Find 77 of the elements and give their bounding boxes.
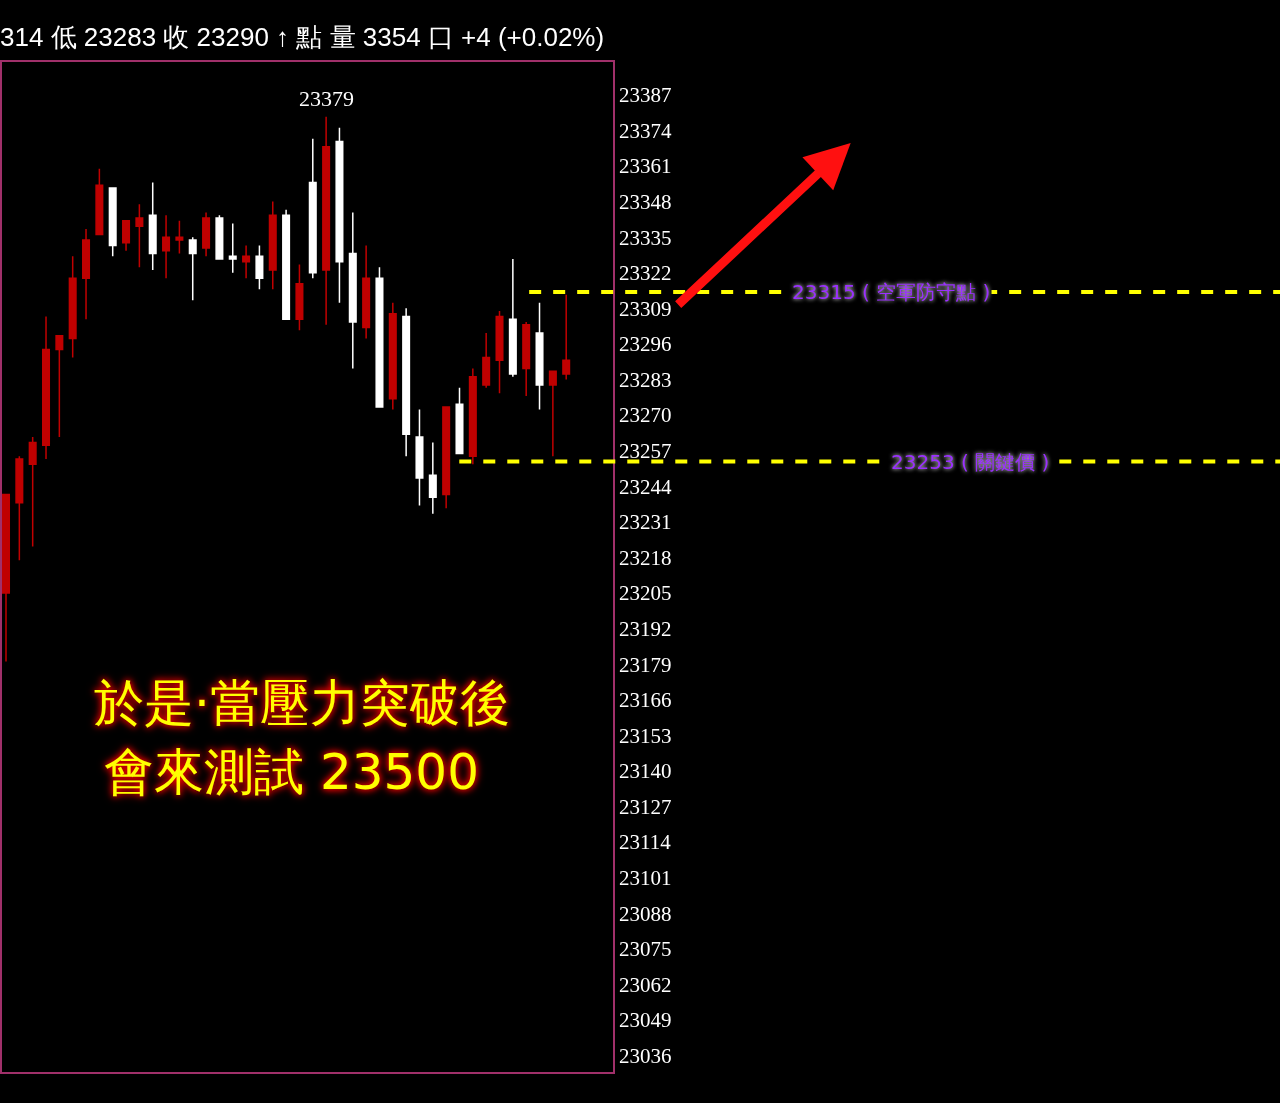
- candlestick: [242, 244, 251, 279]
- candlestick: [308, 137, 317, 279]
- candlestick: [455, 386, 464, 455]
- annotation: 於是·當壓力突破後: [94, 674, 510, 732]
- candlestick: [82, 228, 91, 321]
- y-tick-label: 23114: [619, 830, 672, 855]
- y-tick-label: 23296: [619, 332, 672, 357]
- candlestick: [188, 236, 197, 301]
- candlestick: [55, 334, 64, 438]
- candlestick: [108, 187, 117, 258]
- y-tick-label: 23036: [619, 1043, 672, 1068]
- y-tick-label: 23179: [619, 652, 672, 677]
- candlestick: [28, 436, 37, 548]
- y-tick-label: 23283: [619, 367, 672, 392]
- candlestick: [428, 441, 437, 515]
- y-tick-label: 23309: [619, 296, 672, 321]
- y-tick-label: 23166: [619, 688, 672, 713]
- y-tick-label: 23348: [619, 189, 672, 214]
- candlestick: [148, 181, 157, 271]
- candlestick: [348, 211, 357, 370]
- y-tick-label: 23244: [619, 474, 673, 499]
- candlestick: [375, 266, 384, 408]
- candlestick: [95, 168, 104, 236]
- candlestick: [2, 493, 11, 663]
- candlestick: [495, 310, 504, 394]
- candlestick: [268, 200, 277, 290]
- candlestick: [42, 315, 51, 460]
- y-tick-label: 23257: [619, 439, 672, 464]
- y-tick-label: 23140: [619, 759, 672, 784]
- ref-line-label: 23315 ( 空軍防守點 ): [792, 280, 991, 304]
- ref-line-label: 23253 ( 關鍵價 ): [891, 450, 1050, 474]
- annotation: 23379: [299, 86, 354, 111]
- y-tick-label: 23270: [619, 403, 672, 428]
- candlestick: [402, 307, 411, 457]
- y-tick-label: 23218: [619, 545, 672, 570]
- candlestick: [135, 203, 144, 269]
- y-tick-label: 23322: [619, 261, 672, 286]
- chart-title: 314 低 23283 收 23290 ↑ 點 量 3354 口 +4 (+0.02%): [0, 22, 605, 53]
- candlestick: [522, 321, 531, 397]
- candlestick: [482, 332, 491, 389]
- candlestick: [535, 302, 544, 411]
- candlestick: [175, 220, 184, 255]
- candlestick: [322, 115, 331, 326]
- y-tick-label: 23335: [619, 225, 672, 250]
- candlestick: [468, 367, 477, 466]
- y-tick-label: 23075: [619, 937, 672, 962]
- candlestick: [388, 302, 397, 411]
- y-tick-label: 23361: [619, 154, 672, 179]
- y-tick-label: 23387: [619, 83, 672, 108]
- candlestick: [282, 209, 291, 321]
- candlestick: [68, 255, 77, 359]
- y-tick-label: 23101: [619, 866, 672, 891]
- y-tick-label: 23192: [619, 616, 672, 641]
- candlestick: [562, 293, 571, 381]
- candlestick: [442, 406, 451, 509]
- candlestick: [215, 214, 224, 260]
- candlestick: [255, 244, 264, 290]
- candlestick: [548, 370, 557, 457]
- y-tick-label: 23062: [619, 972, 672, 997]
- candlestick: [362, 244, 371, 340]
- y-tick-label: 23153: [619, 723, 672, 748]
- y-tick-label: 23049: [619, 1008, 672, 1033]
- candlestick: [202, 211, 211, 258]
- y-tick-label: 23127: [619, 794, 672, 819]
- candlestick: [122, 220, 131, 252]
- candlestick: [415, 408, 424, 507]
- candlestick: [228, 222, 237, 274]
- candlestick: [15, 455, 24, 561]
- candlestick: [162, 214, 171, 279]
- candlestick: [508, 258, 517, 378]
- y-tick-label: 23374: [619, 118, 673, 143]
- y-tick-label: 23231: [619, 510, 672, 535]
- annotation: 會來測試 23500: [104, 743, 479, 801]
- y-tick-label: 23205: [619, 581, 672, 606]
- candlestick: [295, 263, 304, 331]
- candlestick: [335, 126, 344, 304]
- y-tick-label: 23088: [619, 901, 672, 926]
